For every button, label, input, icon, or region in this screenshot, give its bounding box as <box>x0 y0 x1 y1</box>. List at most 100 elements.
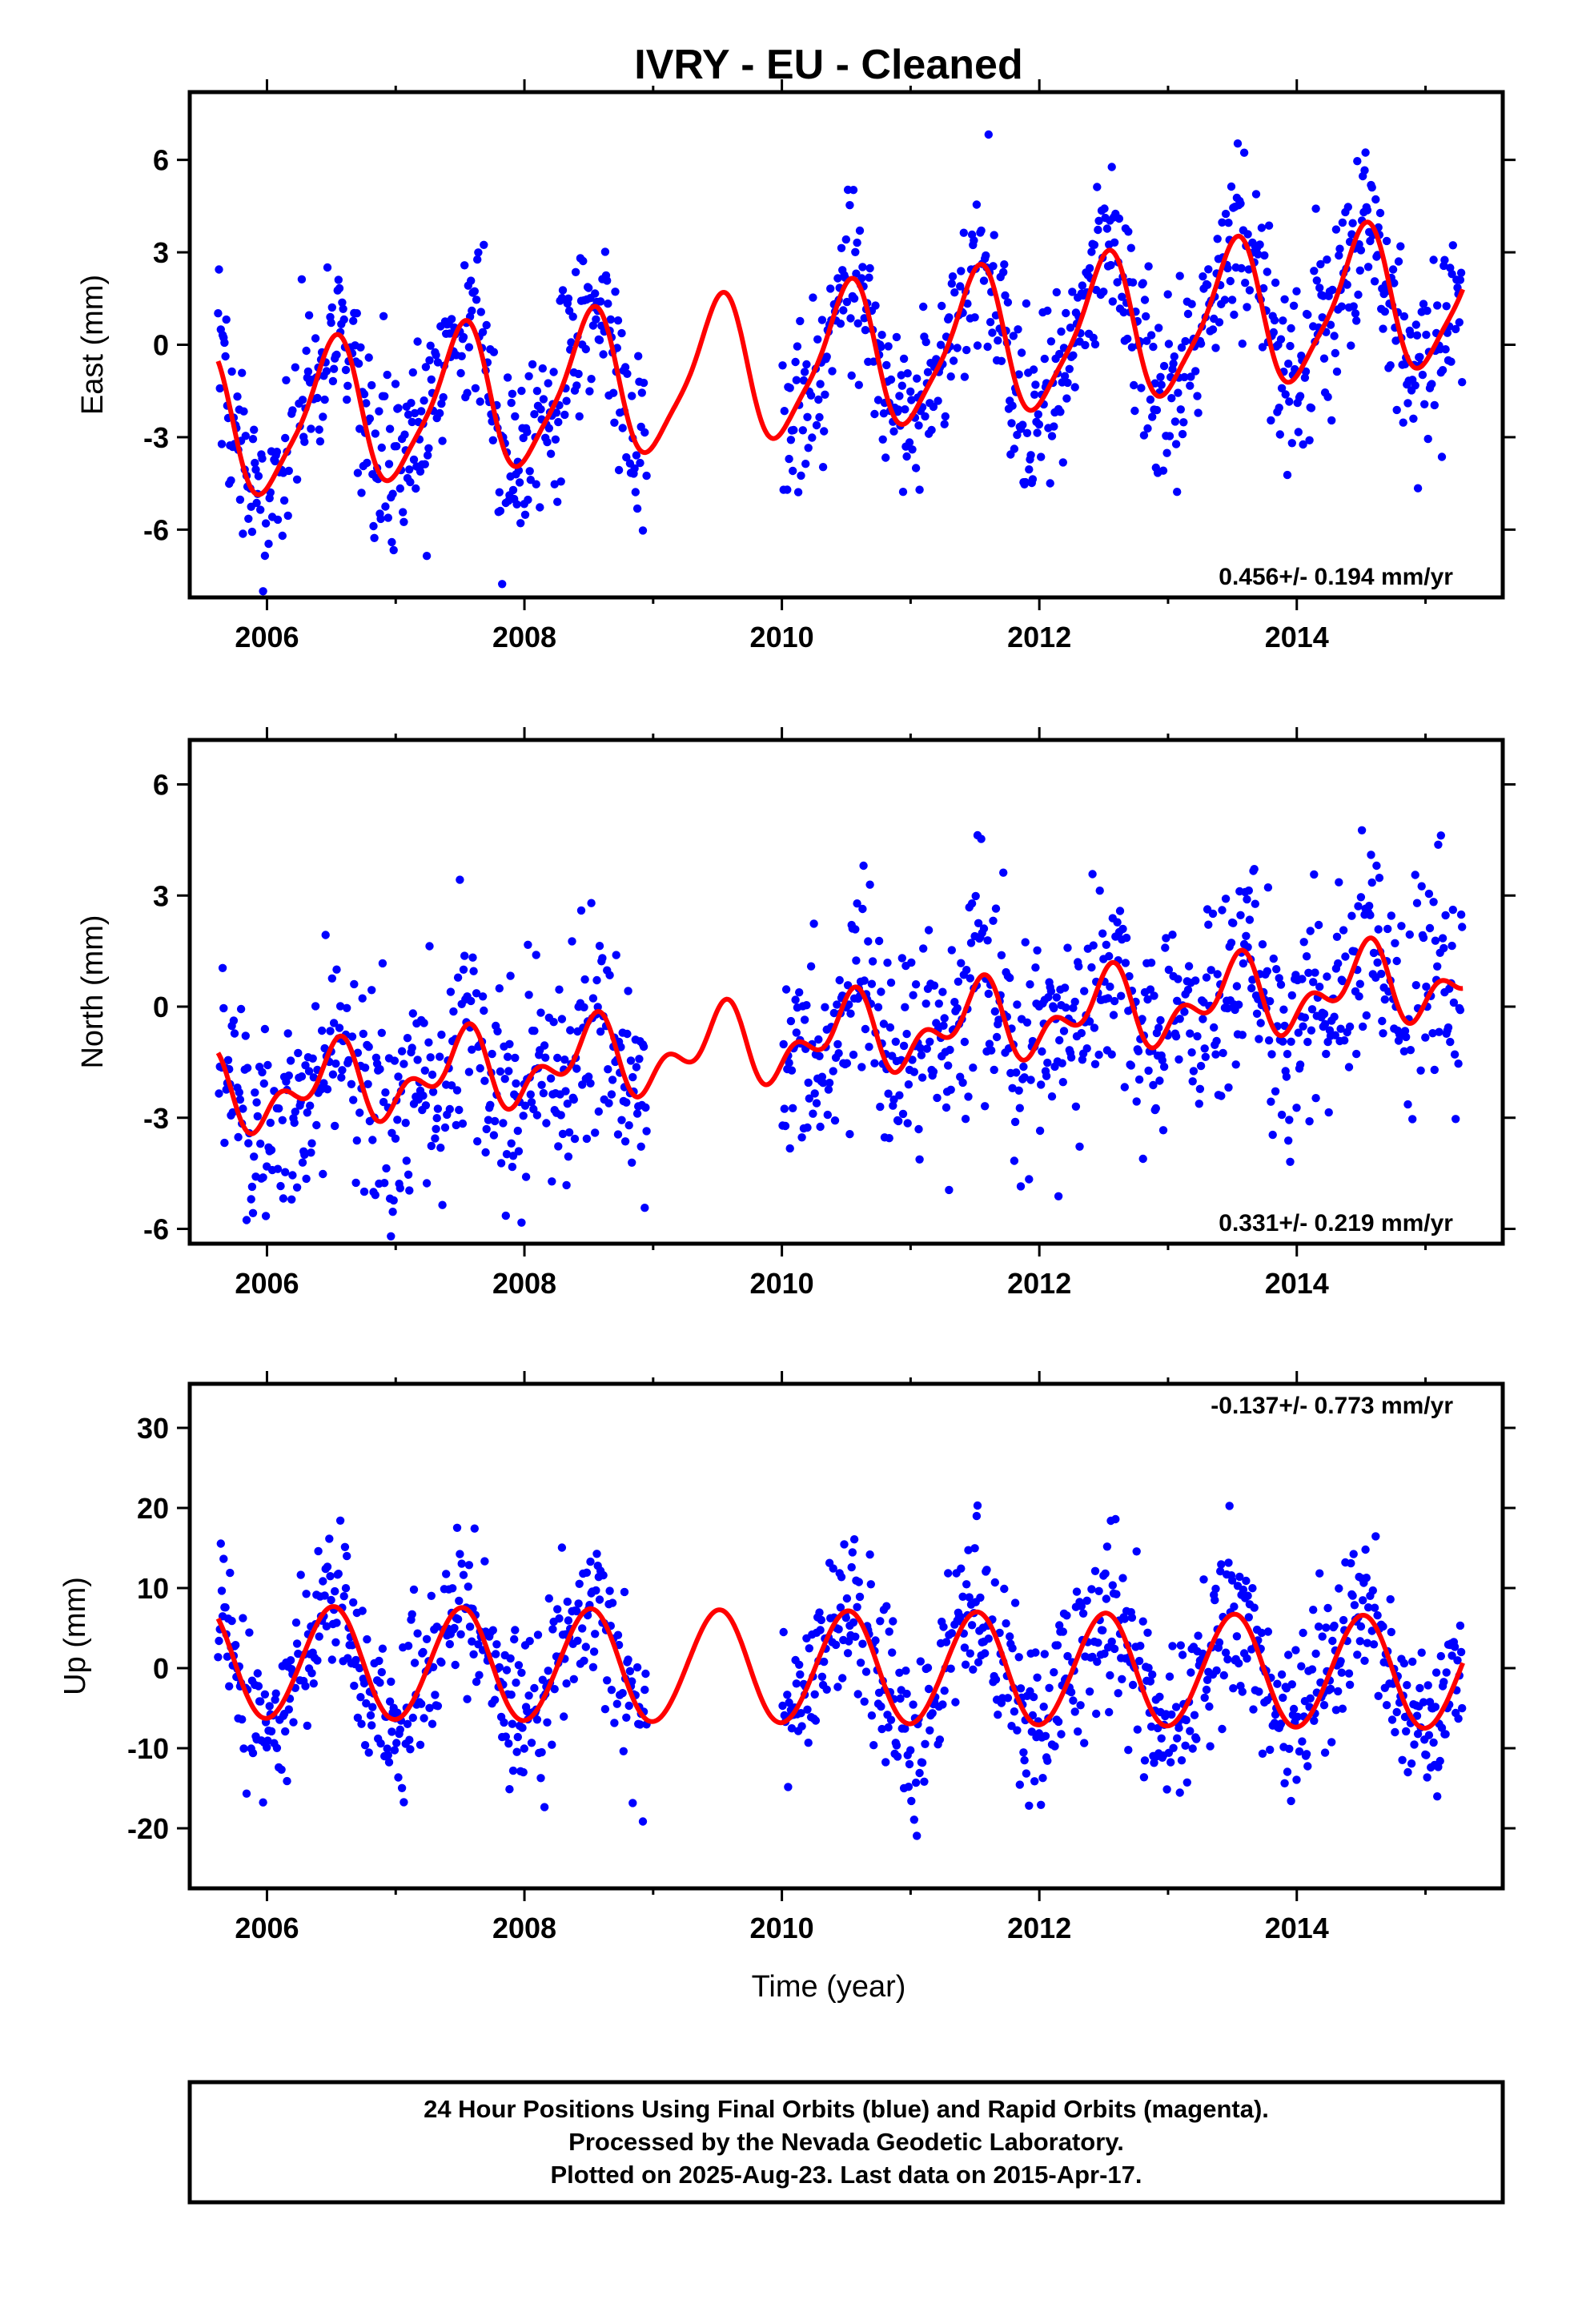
east-data-point <box>1455 318 1464 327</box>
up-data-point <box>1403 1681 1411 1690</box>
east-data-point <box>949 356 958 365</box>
north-data-point <box>911 980 921 989</box>
north-data-point <box>420 1066 429 1076</box>
up-data-point <box>947 1629 957 1638</box>
east-data-point <box>622 452 631 462</box>
east-data-point <box>1146 395 1155 404</box>
north-data-point <box>946 1045 954 1055</box>
east-data-point <box>436 408 444 418</box>
north-data-point <box>1299 938 1308 947</box>
north-data-point <box>536 1008 545 1017</box>
east-data-point <box>879 409 889 418</box>
up-data-point <box>525 1637 534 1646</box>
east-data-point <box>1230 310 1239 320</box>
east-data-point <box>1163 290 1172 299</box>
up-data-point <box>1402 1727 1411 1736</box>
east-data-point <box>284 466 293 476</box>
north-data-point <box>924 926 934 935</box>
north-data-point <box>309 1073 318 1082</box>
north-data-point <box>436 1144 445 1152</box>
up-data-point <box>1118 1574 1127 1582</box>
up-data-point <box>327 1655 336 1664</box>
up-data-point <box>1066 1687 1076 1697</box>
north-data-point <box>381 1088 390 1097</box>
north-data-point <box>1272 965 1281 974</box>
up-data-point <box>1424 1731 1434 1739</box>
east-data-point <box>511 412 520 421</box>
east-data-point <box>409 455 419 464</box>
north-data-point <box>402 1156 411 1165</box>
north-data-point <box>1025 1175 1034 1184</box>
up-data-point <box>1029 1692 1038 1702</box>
up-data-point <box>581 1642 590 1651</box>
east-data-point <box>1204 265 1213 274</box>
east-data-point <box>1328 285 1337 295</box>
east-data-point <box>1243 303 1251 312</box>
north-data-point <box>1307 1005 1317 1014</box>
north-data-point <box>815 1051 824 1061</box>
north-data-point <box>1380 995 1390 1004</box>
east-data-point <box>464 343 474 352</box>
north-data-point <box>319 1169 327 1179</box>
east-data-point <box>1183 309 1193 319</box>
east-data-point <box>222 315 231 324</box>
east-data-point <box>538 364 547 373</box>
north-data-point <box>548 1177 556 1186</box>
east-data-point <box>1047 432 1057 440</box>
up-data-point <box>1423 1681 1432 1690</box>
up-data-point <box>271 1689 280 1698</box>
east-data-point <box>1029 365 1038 374</box>
north-data-point <box>992 1032 1002 1042</box>
north-data-point <box>422 1179 432 1188</box>
north-data-point <box>1118 924 1127 934</box>
east-data-point <box>251 458 259 468</box>
north-x-tick-label: 2006 <box>235 1267 299 1300</box>
north-data-point <box>1416 1066 1425 1076</box>
north-data-point <box>1109 1011 1118 1019</box>
up-data-point <box>301 1682 310 1691</box>
north-data-point <box>1282 1072 1291 1081</box>
up-data-point <box>926 1726 934 1735</box>
north-data-point <box>235 1095 245 1104</box>
east-data-point <box>1332 367 1342 376</box>
east-data-point <box>929 402 938 412</box>
east-data-point <box>1191 367 1200 376</box>
up-data-point <box>271 1695 279 1704</box>
east-data-point <box>1014 370 1023 379</box>
up-data-point <box>612 1699 621 1708</box>
east-data-point <box>873 396 883 404</box>
up-data-point <box>1235 1659 1243 1668</box>
up-data-point <box>1243 1591 1252 1600</box>
east-data-point <box>1349 302 1358 311</box>
east-data-point <box>584 283 593 292</box>
east-data-point <box>480 240 488 249</box>
north-data-point <box>1158 1055 1167 1065</box>
east-data-point <box>406 477 415 487</box>
east-data-point <box>1021 477 1030 487</box>
east-data-point <box>1034 410 1043 419</box>
up-data-point <box>1039 1703 1048 1711</box>
north-data-point <box>1058 1078 1068 1087</box>
east-data-point <box>1165 432 1174 440</box>
up-data-point <box>368 1703 377 1711</box>
east-data-point <box>1295 392 1305 400</box>
up-data-point <box>349 1598 358 1607</box>
up-data-point <box>459 1570 468 1579</box>
up-y-tick-label: 20 <box>137 1492 169 1525</box>
east-data-point <box>1159 361 1169 371</box>
up-data-point <box>1345 1680 1355 1689</box>
up-data-point <box>928 1709 937 1718</box>
east-data-point <box>532 387 542 396</box>
east-data-point <box>1264 221 1274 230</box>
north-data-point <box>823 1110 833 1120</box>
north-data-point <box>786 1016 796 1026</box>
east-data-point <box>1094 216 1103 225</box>
east-data-point <box>251 465 260 474</box>
north-data-point <box>1212 1036 1221 1046</box>
east-data-point <box>878 435 887 444</box>
east-data-point <box>507 398 516 408</box>
up-data-point <box>964 1546 973 1554</box>
east-data-point <box>474 248 483 257</box>
north-data-point <box>1223 1003 1232 1013</box>
north-data-point <box>507 1139 516 1148</box>
